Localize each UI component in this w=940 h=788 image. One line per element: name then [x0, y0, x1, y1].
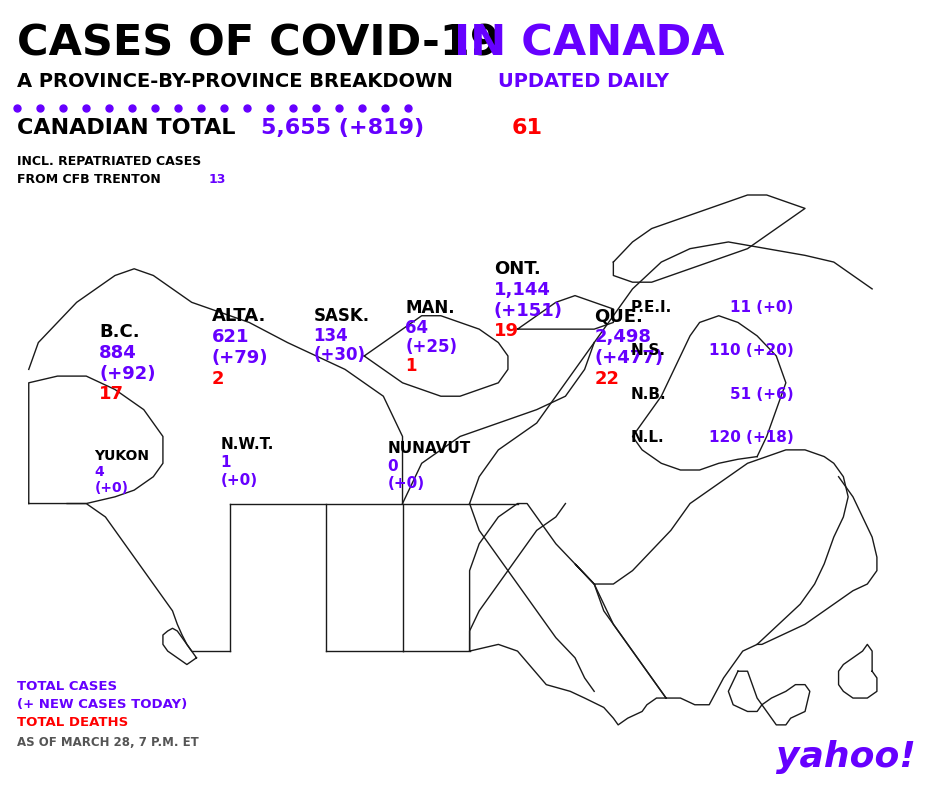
Text: N.W.T.: N.W.T.: [221, 437, 274, 452]
Text: YUKON: YUKON: [95, 449, 149, 463]
Text: 61: 61: [511, 118, 542, 138]
Text: (+79): (+79): [212, 349, 268, 367]
Text: 64: 64: [405, 318, 429, 336]
Text: N.S.: N.S.: [631, 343, 666, 359]
Text: SASK.: SASK.: [314, 307, 369, 325]
Text: 4: 4: [95, 465, 104, 479]
Text: (+25): (+25): [405, 338, 458, 356]
Text: (+0): (+0): [221, 473, 258, 488]
Text: ALTA.: ALTA.: [212, 307, 266, 325]
Text: 13: 13: [209, 173, 227, 186]
Text: 120 (+18): 120 (+18): [709, 429, 793, 445]
Text: IN CANADA: IN CANADA: [454, 22, 725, 64]
Text: 11 (+0): 11 (+0): [730, 299, 793, 315]
Text: AS OF MARCH 28, 7 P.M. ET: AS OF MARCH 28, 7 P.M. ET: [17, 736, 199, 749]
Text: 19: 19: [494, 322, 519, 340]
Text: N.L.: N.L.: [631, 429, 665, 445]
Text: yahoo!: yahoo!: [776, 740, 916, 774]
Text: ONT.: ONT.: [494, 260, 540, 278]
Text: 2: 2: [212, 370, 225, 388]
Text: 1: 1: [405, 357, 417, 375]
Text: (+0): (+0): [387, 477, 425, 492]
Text: QUE.: QUE.: [595, 307, 644, 325]
Text: 2,498: 2,498: [595, 328, 651, 346]
Text: 134: 134: [314, 326, 348, 344]
Text: 1: 1: [221, 455, 231, 470]
Text: B.C.: B.C.: [99, 323, 140, 341]
Text: P.E.I.: P.E.I.: [631, 299, 672, 315]
Text: MAN.: MAN.: [405, 299, 455, 318]
Text: CANADIAN TOTAL: CANADIAN TOTAL: [17, 118, 243, 138]
Text: (+0): (+0): [95, 481, 129, 495]
Text: (+477): (+477): [595, 349, 664, 367]
Text: INCL. REPATRIATED CASES: INCL. REPATRIATED CASES: [17, 155, 201, 168]
Text: A PROVINCE-BY-PROVINCE BREAKDOWN: A PROVINCE-BY-PROVINCE BREAKDOWN: [17, 72, 460, 91]
Text: 884: 884: [99, 344, 137, 362]
Text: (+92): (+92): [99, 365, 156, 383]
Text: 5,655 (+819): 5,655 (+819): [260, 118, 431, 138]
Text: 22: 22: [595, 370, 619, 388]
Text: (+30): (+30): [314, 346, 366, 364]
Text: CASES OF COVID-19: CASES OF COVID-19: [17, 22, 515, 64]
Text: 0: 0: [387, 459, 398, 474]
Text: 17: 17: [99, 385, 124, 403]
Text: 621: 621: [212, 328, 249, 346]
Text: 1,144: 1,144: [494, 281, 551, 299]
Text: TOTAL CASES: TOTAL CASES: [17, 680, 118, 693]
Text: UPDATED DAILY: UPDATED DAILY: [498, 72, 669, 91]
Text: (+151): (+151): [494, 302, 563, 320]
Text: NUNAVUT: NUNAVUT: [387, 441, 471, 456]
Text: FROM CFB TRENTON: FROM CFB TRENTON: [17, 173, 161, 186]
Text: 51 (+6): 51 (+6): [730, 386, 793, 402]
Text: TOTAL DEATHS: TOTAL DEATHS: [17, 716, 129, 729]
Text: N.B.: N.B.: [631, 386, 666, 402]
Text: 110 (+20): 110 (+20): [709, 343, 793, 359]
Text: (+ NEW CASES TODAY): (+ NEW CASES TODAY): [17, 698, 187, 711]
